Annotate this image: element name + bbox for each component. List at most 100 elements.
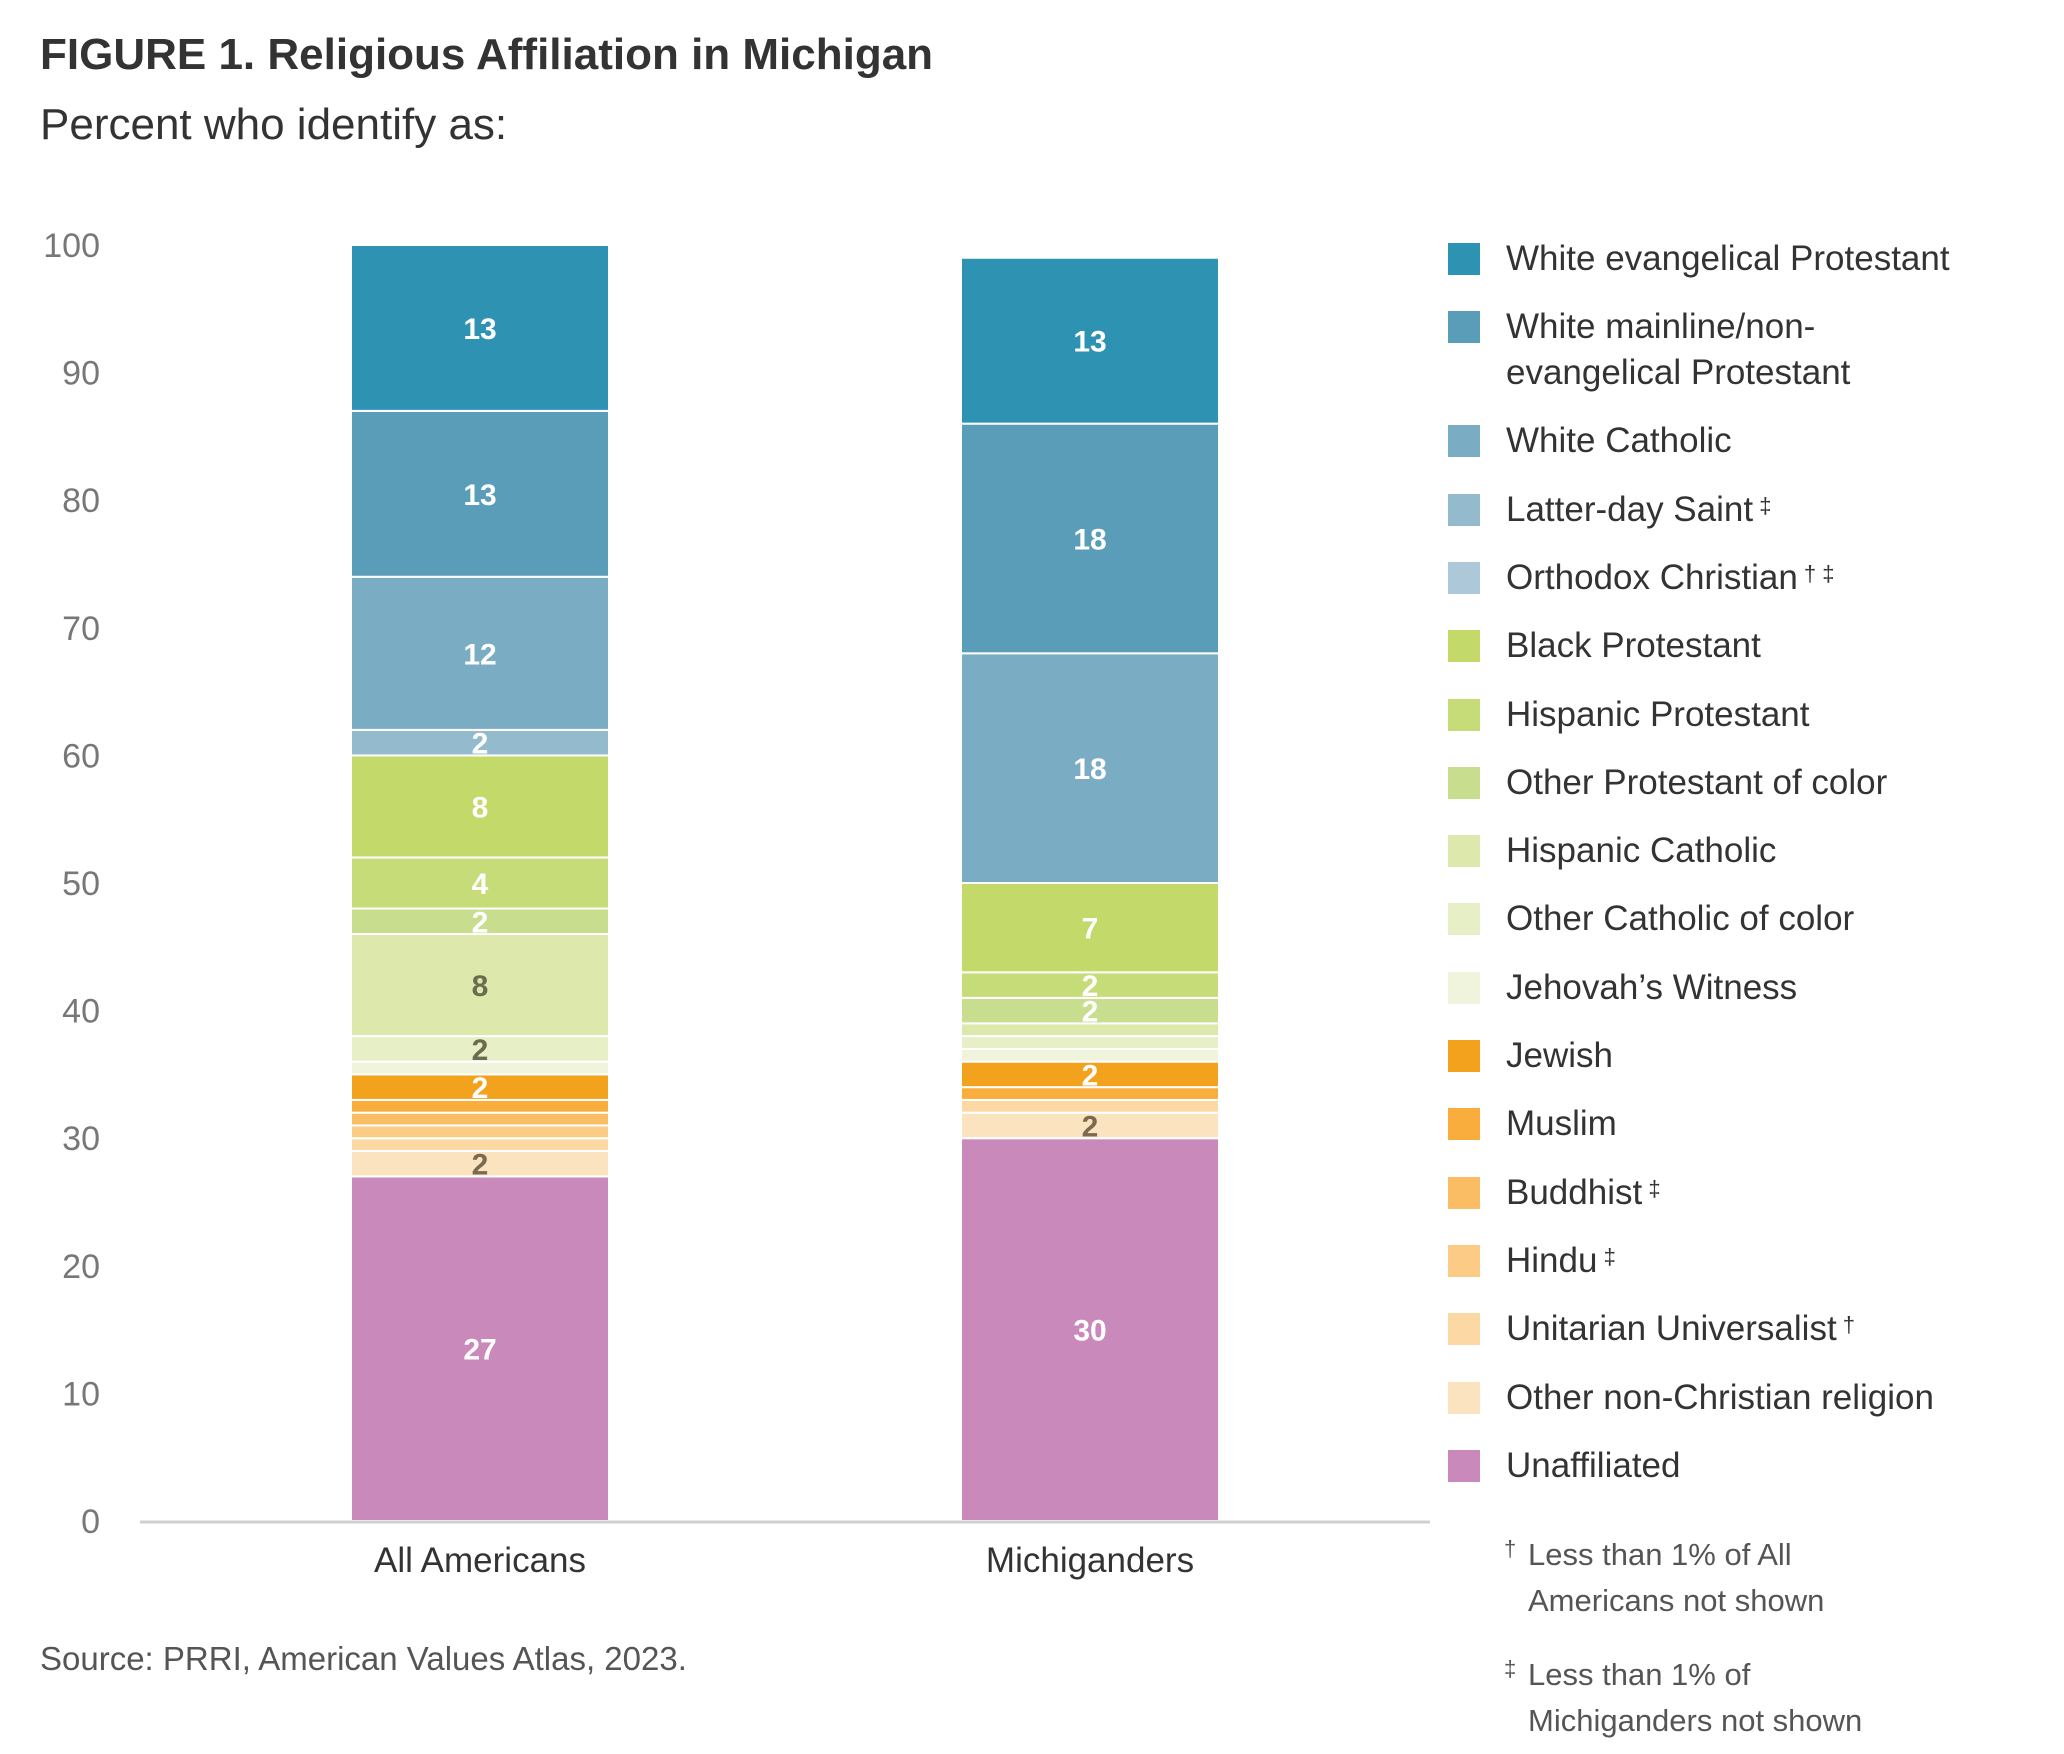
data-label: 7 bbox=[1082, 913, 1099, 946]
y-tick-label: 70 bbox=[62, 610, 100, 648]
bar-segment bbox=[960, 882, 1220, 974]
bar-segment bbox=[960, 256, 1220, 425]
bar-segment bbox=[350, 856, 610, 910]
legend-swatch bbox=[1448, 630, 1480, 663]
bar-segment bbox=[350, 1124, 610, 1140]
bar-segment bbox=[350, 754, 610, 859]
legend-label: Muslim bbox=[1506, 1104, 1617, 1144]
legend-swatch bbox=[1448, 835, 1480, 868]
bar-segment bbox=[350, 907, 610, 936]
bar-segment bbox=[960, 1111, 1220, 1140]
data-label: 2 bbox=[1082, 1110, 1099, 1143]
chart-title: FIGURE 1. Religious Affiliation in Michi… bbox=[40, 30, 934, 79]
legend-swatch bbox=[1448, 1244, 1480, 1277]
legend-label: Unaffiliated bbox=[1506, 1445, 1681, 1485]
data-label: 2 bbox=[472, 1072, 489, 1105]
bar-segment bbox=[350, 1073, 610, 1101]
footnote-double-dagger-mark: ‡ bbox=[1504, 1656, 1517, 1681]
legend-label: Other non-Christian religion bbox=[1506, 1377, 1934, 1417]
legend-footnote-mark: † bbox=[1836, 1312, 1856, 1338]
y-tick-label: 20 bbox=[62, 1248, 100, 1286]
footnote-dagger-mark: † bbox=[1504, 1536, 1517, 1561]
legend-footnote-mark: † ‡ bbox=[1797, 560, 1835, 586]
legend-label: Hispanic Protestant bbox=[1506, 694, 1810, 734]
footnote-double-dagger-text: Less than 1% of Michiganders not shown bbox=[1528, 1657, 1863, 1738]
bar-segment bbox=[960, 996, 1220, 1025]
data-label: 2 bbox=[472, 728, 489, 761]
y-tick-label: 40 bbox=[62, 993, 100, 1031]
legend-swatch bbox=[1448, 493, 1480, 526]
legend-footnote-mark: ‡ bbox=[1597, 1243, 1616, 1269]
data-label: 13 bbox=[1073, 326, 1106, 359]
bar-segment bbox=[960, 652, 1220, 884]
data-label: 8 bbox=[472, 791, 489, 824]
bar-segment bbox=[350, 1137, 610, 1152]
data-label: 2 bbox=[472, 1034, 489, 1067]
y-tick-label: 30 bbox=[62, 1120, 100, 1158]
footnote-dagger-text: Less than 1% of All Americans not shown bbox=[1528, 1537, 1825, 1618]
data-label: 27 bbox=[463, 1334, 496, 1367]
bar-segment bbox=[350, 244, 610, 412]
footnote-dagger: † Less than 1% of All Americans not show… bbox=[1500, 1532, 2020, 1624]
legend-label: Jewish bbox=[1506, 1036, 1613, 1075]
legend-swatch bbox=[1448, 1176, 1480, 1209]
data-label: 13 bbox=[463, 479, 496, 512]
y-tick-label: 60 bbox=[62, 737, 100, 775]
data-label: 18 bbox=[1073, 523, 1106, 556]
data-label: 30 bbox=[1073, 1315, 1106, 1348]
bar-segment bbox=[960, 1098, 1220, 1114]
legend-swatch bbox=[1448, 971, 1480, 1004]
legend-swatch bbox=[1448, 1040, 1480, 1072]
bar-segment bbox=[350, 933, 610, 1038]
legend-label: White evangelical Protestant bbox=[1506, 239, 1950, 278]
y-tick-label: 100 bbox=[43, 227, 100, 265]
legend-label: White Catholic bbox=[1506, 421, 1732, 461]
legend-label: Jehovah’s Witness bbox=[1506, 967, 1798, 1007]
legend-swatch bbox=[1448, 698, 1480, 731]
legend-swatch bbox=[1448, 1449, 1480, 1482]
legend-swatch bbox=[1448, 561, 1480, 594]
legend-swatch bbox=[1448, 1108, 1480, 1141]
bar-segment bbox=[960, 1060, 1220, 1089]
data-label: 18 bbox=[1073, 753, 1106, 786]
y-tick-label: 0 bbox=[81, 1503, 100, 1541]
bar-segment bbox=[960, 1047, 1220, 1063]
chart-subtitle: Percent who identify as: bbox=[40, 100, 508, 149]
bar-segment bbox=[350, 1111, 610, 1127]
data-label: 8 bbox=[472, 970, 489, 1003]
data-label: 2 bbox=[1082, 1059, 1099, 1092]
legend-label: Latter-day Saint ‡ bbox=[1506, 489, 1772, 529]
y-tick-label: 50 bbox=[62, 865, 100, 903]
footnote-double-dagger: ‡ Less than 1% of Michiganders not shown bbox=[1500, 1652, 2020, 1744]
data-label: 12 bbox=[463, 638, 496, 671]
legend-swatch bbox=[1448, 311, 1480, 344]
legend-swatch bbox=[1448, 1313, 1480, 1346]
bar-segment bbox=[960, 1035, 1220, 1050]
legend-swatch bbox=[1448, 1381, 1480, 1414]
data-label: 13 bbox=[463, 313, 496, 346]
legend-label: Unitarian Universalist † bbox=[1506, 1309, 1856, 1349]
legend-swatch bbox=[1448, 766, 1480, 799]
legend-label: White mainline/non- evangelical Protesta… bbox=[1506, 307, 1851, 393]
legend-swatch bbox=[1448, 243, 1480, 275]
data-label: 4 bbox=[472, 868, 489, 901]
data-label: 2 bbox=[1082, 970, 1099, 1003]
y-tick-label: 80 bbox=[62, 482, 100, 520]
legend-swatch bbox=[1448, 425, 1480, 458]
legend-label: Buddhist ‡ bbox=[1506, 1172, 1661, 1212]
legend-footnote-mark: ‡ bbox=[1753, 492, 1772, 518]
y-tick-label: 90 bbox=[62, 355, 100, 393]
legend-label: Black Protestant bbox=[1506, 626, 1761, 666]
bar-segment bbox=[350, 575, 610, 731]
y-tick-label: 10 bbox=[62, 1375, 100, 1413]
bar-segment bbox=[350, 1035, 610, 1063]
legend-swatch bbox=[1448, 903, 1480, 936]
source-note: Source: PRRI, American Values Atlas, 202… bbox=[40, 1640, 687, 1677]
bar-segment bbox=[960, 422, 1220, 655]
bar-segment bbox=[350, 728, 610, 757]
data-label: 2 bbox=[1082, 996, 1099, 1029]
data-label: 2 bbox=[472, 1149, 489, 1182]
legend-label: Hindu ‡ bbox=[1506, 1240, 1616, 1280]
legend-label: Other Protestant of color bbox=[1506, 762, 1888, 802]
legend-footnote-mark: ‡ bbox=[1642, 1175, 1661, 1201]
